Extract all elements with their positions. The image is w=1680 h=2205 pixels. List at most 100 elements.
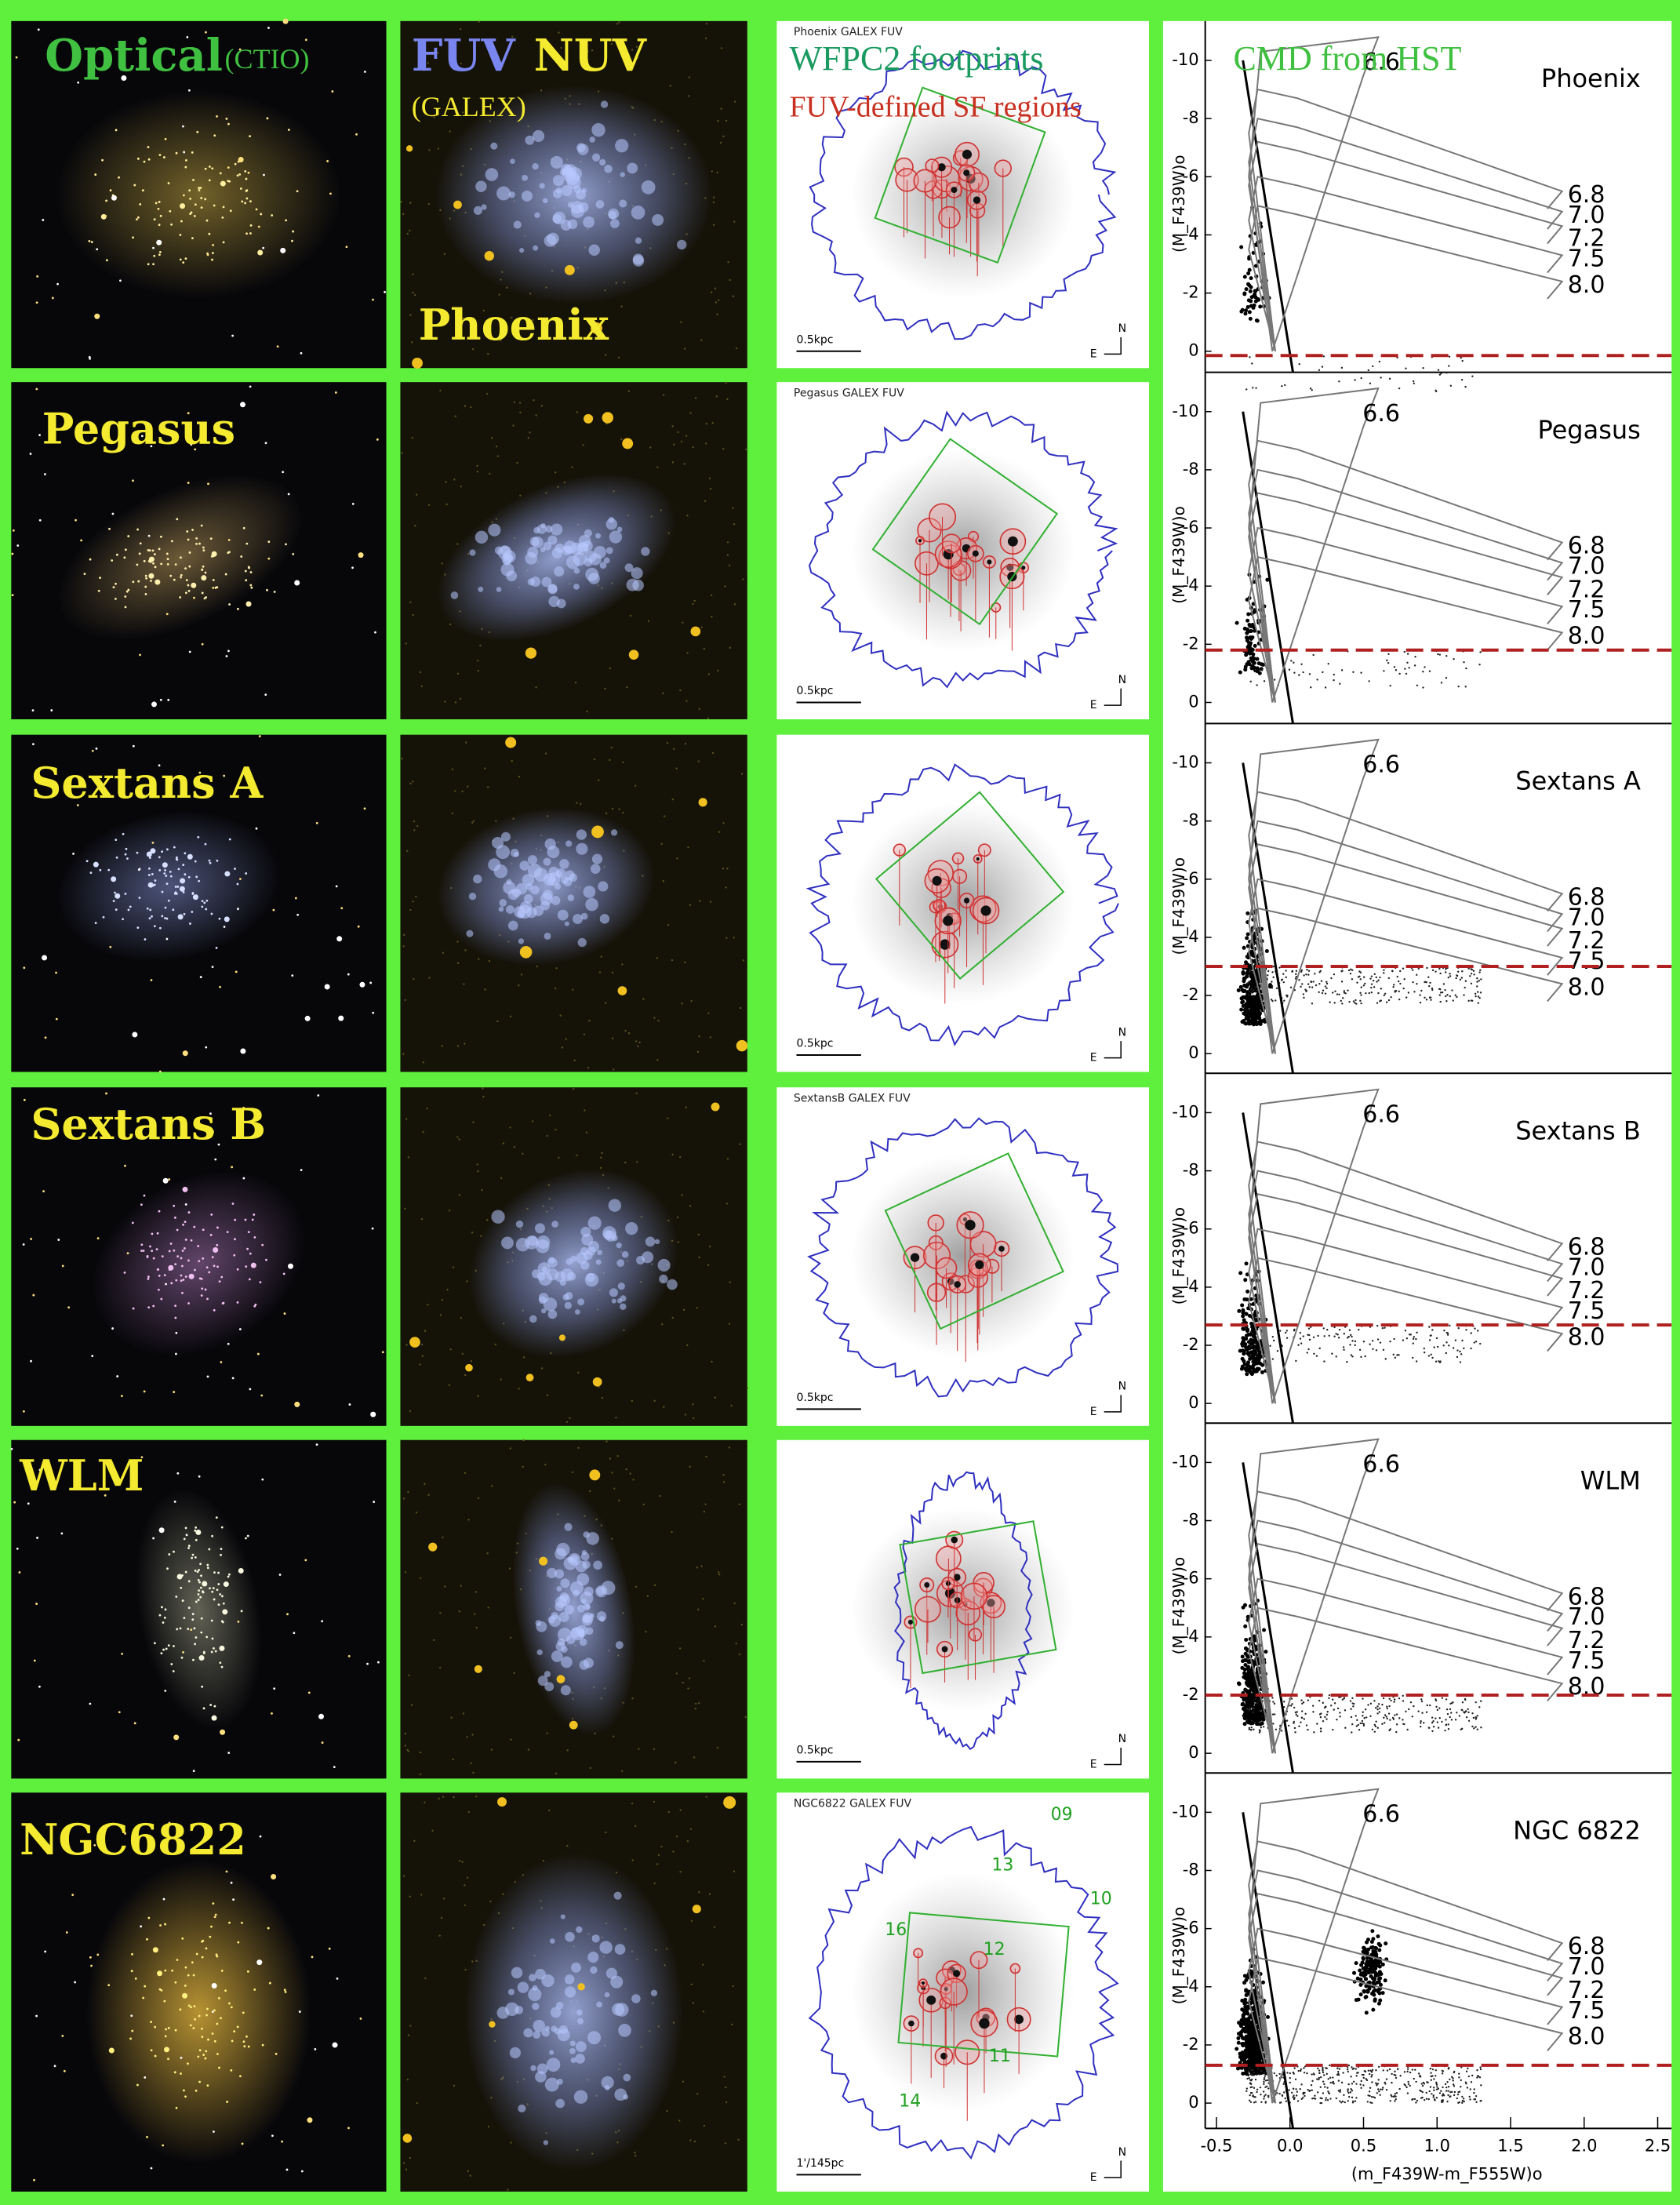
sf-core bbox=[951, 187, 958, 194]
star bbox=[204, 2057, 207, 2060]
uv-knot bbox=[573, 2090, 588, 2104]
star bbox=[245, 197, 249, 200]
star bbox=[198, 2080, 201, 2083]
foreground-star bbox=[589, 1469, 601, 1481]
faint-point bbox=[1299, 1331, 1302, 1334]
faint-point bbox=[1362, 1724, 1365, 1727]
star bbox=[314, 2048, 317, 2050]
star bbox=[219, 1661, 222, 1665]
faint-point bbox=[1285, 1719, 1289, 1722]
star bbox=[230, 2069, 233, 2072]
faint-point bbox=[1352, 671, 1355, 673]
sf-core bbox=[953, 1970, 961, 1978]
noise bbox=[739, 1006, 742, 1010]
star bbox=[164, 1969, 167, 1972]
star bbox=[208, 179, 211, 182]
faint-point bbox=[1420, 1722, 1422, 1724]
noise bbox=[402, 213, 405, 216]
faint-point bbox=[1347, 969, 1351, 972]
noise bbox=[571, 466, 573, 468]
uv-knot bbox=[583, 886, 596, 898]
noise bbox=[442, 951, 445, 954]
star bbox=[259, 1835, 262, 1838]
faint-point bbox=[1406, 1728, 1409, 1731]
star bbox=[139, 542, 142, 545]
faint-point bbox=[1378, 1711, 1380, 1713]
faint-point bbox=[1355, 1725, 1358, 1727]
star bbox=[111, 512, 115, 515]
star-point bbox=[1239, 245, 1244, 249]
uv-knot bbox=[555, 187, 562, 194]
faint-point bbox=[1392, 986, 1395, 988]
noise bbox=[438, 1934, 441, 1937]
faint-point bbox=[1249, 1331, 1252, 1334]
star-point bbox=[1238, 984, 1243, 989]
faint-point bbox=[1295, 970, 1298, 973]
star bbox=[213, 1247, 219, 1254]
star bbox=[212, 1902, 215, 1905]
faint-point bbox=[1301, 1702, 1304, 1705]
noise bbox=[416, 824, 419, 828]
noise bbox=[688, 95, 690, 97]
star bbox=[169, 875, 173, 878]
faint-point bbox=[1312, 981, 1315, 983]
noise bbox=[456, 672, 460, 675]
star bbox=[164, 1690, 167, 1692]
star bbox=[90, 241, 93, 243]
faint-point bbox=[1303, 1718, 1306, 1720]
noise bbox=[412, 273, 414, 275]
noise bbox=[513, 1672, 515, 1675]
uv-knot bbox=[551, 548, 563, 559]
noise bbox=[703, 647, 705, 650]
star bbox=[204, 31, 207, 34]
uv-knot bbox=[481, 204, 487, 210]
star-point bbox=[1249, 1694, 1253, 1698]
faint-point bbox=[1357, 1723, 1359, 1727]
noise bbox=[705, 442, 707, 445]
noise bbox=[466, 1280, 468, 1283]
noise bbox=[689, 412, 692, 414]
star-point bbox=[1240, 1020, 1245, 1024]
noise bbox=[613, 1487, 616, 1490]
star bbox=[176, 1959, 179, 1961]
star bbox=[182, 1279, 185, 1281]
compass-north: N bbox=[1118, 1381, 1126, 1393]
star bbox=[154, 2054, 157, 2058]
noise bbox=[605, 1440, 608, 1443]
star bbox=[151, 872, 154, 875]
noise bbox=[693, 1417, 695, 1420]
noise bbox=[729, 1281, 731, 1283]
star bbox=[226, 2101, 229, 2103]
star bbox=[194, 2018, 196, 2021]
noise bbox=[520, 973, 523, 976]
uv-knot bbox=[549, 2050, 555, 2055]
uv-knot bbox=[597, 1250, 602, 1256]
star bbox=[234, 868, 236, 870]
faint-point bbox=[1332, 1698, 1334, 1701]
noise bbox=[711, 751, 715, 755]
star bbox=[198, 1581, 201, 1584]
star bbox=[115, 893, 121, 899]
star bbox=[238, 878, 242, 880]
star bbox=[114, 597, 117, 600]
galaxy-name: Sextans A bbox=[31, 758, 264, 808]
star-point bbox=[1238, 670, 1242, 675]
sf-core bbox=[975, 1260, 984, 1270]
noise bbox=[704, 1503, 707, 1505]
star-point bbox=[1247, 1714, 1252, 1719]
faint-point bbox=[1464, 1710, 1467, 1712]
faint-point bbox=[1341, 997, 1344, 999]
noise bbox=[663, 1406, 665, 1408]
uv-knot bbox=[565, 1931, 575, 1942]
noise bbox=[682, 1681, 684, 1684]
noise bbox=[410, 1704, 413, 1706]
star bbox=[158, 764, 161, 767]
noise bbox=[686, 1344, 689, 1347]
star bbox=[105, 1092, 107, 1095]
foreground-star bbox=[539, 1556, 548, 1566]
noise bbox=[446, 1288, 449, 1291]
faint-point bbox=[1323, 1360, 1325, 1363]
sf-core bbox=[973, 196, 981, 204]
faint-point bbox=[1333, 1002, 1336, 1004]
star bbox=[173, 1204, 176, 1207]
